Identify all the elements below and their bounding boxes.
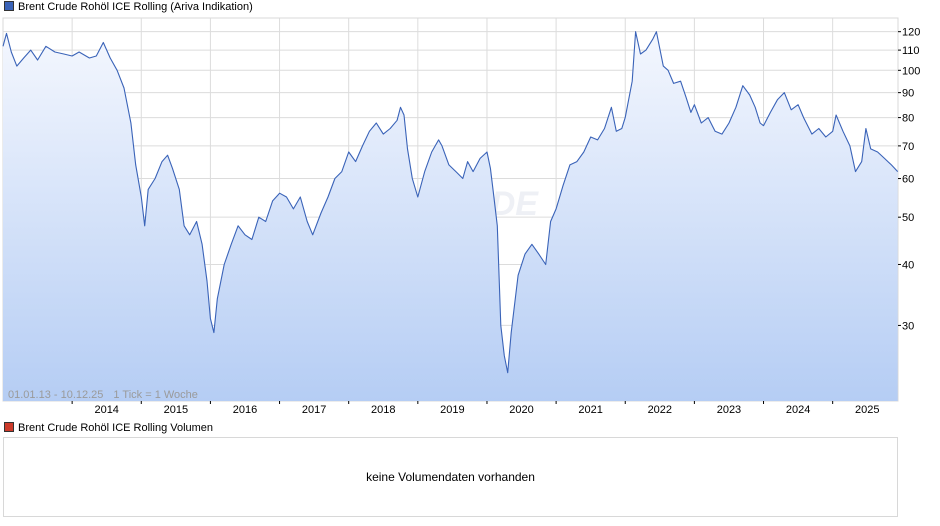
x-tick-label-2017: 2017 [302,404,326,416]
volume-legend: Brent Crude Rohöl ICE Rolling Volumen [4,422,213,434]
x-tick-label-2023: 2023 [717,404,741,416]
volume-legend-swatch [4,422,14,432]
price-legend-swatch [4,1,14,11]
y-tick-label-40: 40 [902,259,914,271]
no-volume-message: keine Volumendaten vorhanden [366,470,535,484]
x-tick-label-2020: 2020 [509,404,533,416]
y-axis: 120 110 100 90 80 70 60 50 40 30 [898,27,920,332]
y-tick-label-60: 60 [902,174,914,186]
y-tick-label-90: 90 [902,88,914,100]
x-tick-label-2018: 2018 [371,404,395,416]
price-area [3,31,898,401]
x-tick-label-2016: 2016 [233,404,257,416]
y-tick-label-120: 120 [902,27,920,39]
x-tick-label-2024: 2024 [786,404,810,416]
y-tick-label-50: 50 [902,212,914,224]
date-range-value: 01.01.13 - 10.12.25 [8,389,103,401]
volume-legend-label: Brent Crude Rohöl ICE Rolling Volumen [18,422,214,434]
x-tick-label-2025: 2025 [855,404,879,416]
tick-interval-value: 1 Tick = 1 Woche [113,389,197,401]
y-tick-label-30: 30 [902,320,914,332]
y-tick-label-110: 110 [902,45,920,57]
x-tick-label-2019: 2019 [440,404,464,416]
x-axis: 2014 2015 2016 2017 2018 2019 2020 2021 2022 2023… [71,401,879,416]
y-tick-label-100: 100 [902,65,920,77]
date-range-label: 01.01.13 - 10.12.25 1 Tick = 1 Woche [8,389,198,401]
x-tick-label-2021: 2021 [578,404,602,416]
y-tick-label-80: 80 [902,113,914,125]
x-tick-label-2015: 2015 [164,404,188,416]
volume-panel: keine Volumendaten vorhanden [3,437,898,517]
price-line [2,31,899,374]
y-tick-label-70: 70 [902,141,914,153]
x-tick-label-2022: 2022 [648,404,672,416]
price-legend-label: Brent Crude Rohöl ICE Rolling (Ariva Ind… [18,1,253,13]
x-tick-label-2014: 2014 [94,404,118,416]
price-legend: Brent Crude Rohöl ICE Rolling (Ariva Ind… [4,1,253,13]
